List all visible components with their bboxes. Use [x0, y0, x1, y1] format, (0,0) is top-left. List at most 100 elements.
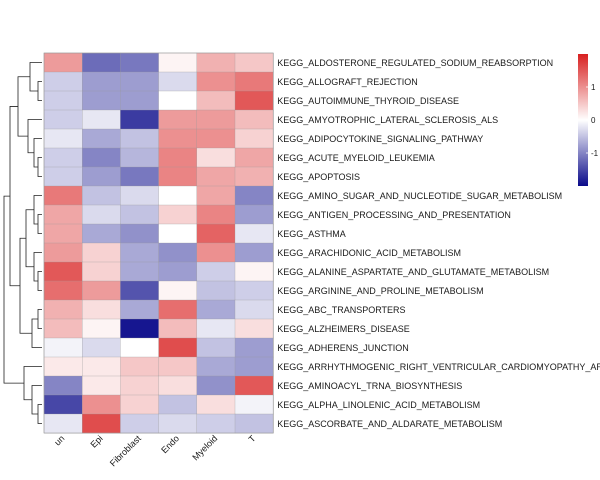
heatmap-cells — [43, 52, 274, 434]
dendrogram-branch — [29, 62, 42, 92]
heatmap-cell — [43, 394, 83, 415]
heatmap-cell — [196, 337, 236, 358]
heatmap-cell — [196, 299, 236, 320]
heatmap-cell — [82, 280, 121, 301]
heatmap-cell — [234, 90, 274, 111]
row-label: KEGG_AMINO_SUGAR_AND_NUCLEOTIDE_SUGAR_ME… — [277, 191, 562, 201]
row-label: KEGG_ALLOGRAFT_REJECTION — [277, 77, 418, 87]
heatmap-cell — [43, 166, 83, 187]
heatmap-cell — [82, 52, 121, 73]
legend-tick-label: 1 — [591, 83, 596, 92]
heatmap-cell — [82, 109, 121, 130]
row-labels: KEGG_ALDOSTERONE_REGULATED_SODIUM_REABSO… — [277, 58, 600, 429]
heatmap-cell — [82, 337, 121, 358]
heatmap-cell — [196, 413, 236, 434]
heatmap-cell — [158, 394, 198, 415]
heatmap-cell — [234, 166, 274, 187]
column-label: un — [52, 433, 66, 447]
row-label: KEGG_ARACHIDONIC_ACID_METABOLISM — [277, 248, 461, 258]
heatmap-cell — [120, 52, 160, 73]
heatmap-cell — [196, 52, 236, 73]
heatmap-cell — [120, 223, 160, 244]
heatmap-cell — [234, 204, 274, 225]
heatmap-cell — [120, 299, 160, 320]
heatmap-cell — [43, 413, 83, 434]
heatmap-cell — [234, 147, 274, 168]
heatmap-cell — [196, 318, 236, 339]
heatmap-cell — [234, 71, 274, 92]
heatmap-cell — [82, 90, 121, 111]
row-label: KEGG_ARRHYTHMOGENIC_RIGHT_VENTRICULAR_CA… — [277, 362, 600, 372]
heatmap-cell — [234, 52, 274, 73]
heatmap-cell — [234, 337, 274, 358]
heatmap-cell — [82, 223, 121, 244]
heatmap-cell — [196, 147, 236, 168]
heatmap-cell — [82, 128, 121, 149]
heatmap-cell — [82, 242, 121, 263]
heatmap-cell — [158, 90, 198, 111]
row-label: KEGG_ASTHMA — [277, 229, 346, 239]
dendrogram-branch — [31, 385, 42, 415]
row-label: KEGG_ABC_TRANSPORTERS — [277, 305, 405, 315]
heatmap-cell — [158, 109, 198, 130]
heatmap-border — [43, 52, 274, 434]
dendrogram-branch — [37, 214, 42, 234]
heatmap-cell — [234, 261, 274, 282]
dendrogram-branch — [37, 157, 42, 177]
heatmap-cell — [120, 375, 160, 396]
dendrogram-branch — [3, 195, 24, 384]
heatmap-cell — [234, 299, 274, 320]
legend-tick-label: -1 — [591, 149, 599, 158]
dendrogram-branch — [37, 404, 42, 424]
legend-colorbar — [578, 54, 588, 186]
heatmap-cell — [82, 204, 121, 225]
heatmap-cell — [120, 166, 160, 187]
heatmap-cell — [120, 280, 160, 301]
column-label: T — [247, 433, 258, 444]
heatmap-cell — [43, 204, 83, 225]
heatmap-cell — [120, 128, 160, 149]
dendrogram-branch — [27, 119, 42, 154]
heatmap-cell — [234, 109, 274, 130]
heatmap-cell — [158, 223, 198, 244]
heatmap-cell — [43, 52, 83, 73]
heatmap-cell — [158, 52, 198, 73]
heatmap-cell — [43, 337, 83, 358]
heatmap-cell — [82, 166, 121, 187]
heatmap-cell — [43, 242, 83, 263]
heatmap-cell — [43, 223, 83, 244]
heatmap-cell — [120, 242, 160, 263]
legend-tick-label: 0 — [591, 116, 596, 125]
heatmap-cell — [120, 261, 160, 282]
dendrogram-branch — [37, 81, 42, 101]
heatmap-cell — [196, 90, 236, 111]
heatmap-cell — [196, 185, 236, 206]
heatmap-cell — [82, 413, 121, 434]
heatmap-cell — [120, 318, 160, 339]
heatmap-cell — [120, 394, 160, 415]
heatmap-cell — [158, 375, 198, 396]
heatmap-cell — [196, 261, 236, 282]
heatmap-cell — [43, 90, 83, 111]
column-label: Fibroblast — [108, 433, 143, 468]
heatmap-cell — [196, 375, 236, 396]
row-label: KEGG_APOPTOSIS — [277, 172, 360, 182]
heatmap-cell — [120, 147, 160, 168]
heatmap-cell — [196, 71, 236, 92]
heatmap-cell — [43, 185, 83, 206]
column-label: Epi — [88, 433, 104, 449]
heatmap-cell — [196, 242, 236, 263]
heatmap-cell — [82, 299, 121, 320]
heatmap-cell — [158, 185, 198, 206]
heatmap-cell — [120, 185, 160, 206]
heatmap-cell — [158, 318, 198, 339]
heatmap-cell — [120, 356, 160, 377]
dendrogram-branch — [37, 309, 42, 329]
heatmap-cell — [196, 109, 236, 130]
row-label: KEGG_ACUTE_MYELOID_LEUKEMIA — [277, 153, 435, 163]
dendrogram-branch — [37, 271, 42, 291]
heatmap-cell — [82, 356, 121, 377]
dendrogram-branch — [9, 106, 20, 287]
heatmap-cell — [158, 128, 198, 149]
